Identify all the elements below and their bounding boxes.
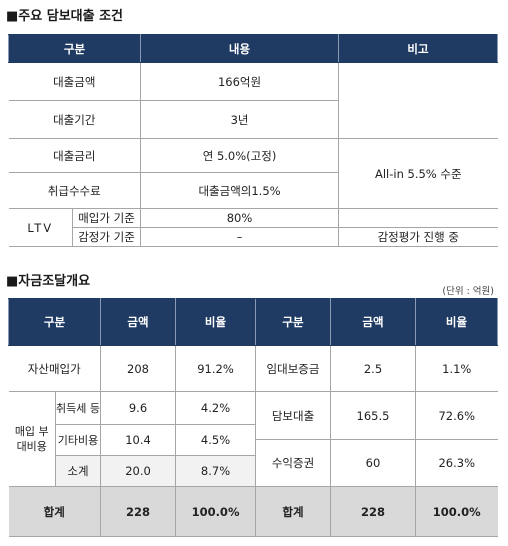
content-cell: 166억원 xyxy=(140,62,340,101)
header-cell: 비율 xyxy=(415,298,498,346)
row: 감정가 기준 – 감정평가 진행 중 xyxy=(9,227,498,247)
header-row: 구분 금액 비율 xyxy=(255,298,498,346)
row: 기타비용 10.4 4.5% xyxy=(9,424,257,456)
label-cell: 담보대출 xyxy=(255,391,331,440)
label-cell: 수익증권 xyxy=(255,439,331,487)
row: 담보대출 165.5 72.6% xyxy=(255,391,498,440)
amount-cell: 20.0 xyxy=(100,455,177,487)
ratio-cell: 91.2% xyxy=(175,345,257,392)
note-cell: All-in 5.5% 수준 xyxy=(338,138,498,209)
label-cell: 취득세 등 xyxy=(54,391,102,425)
header-cell: 금액 xyxy=(330,298,416,346)
content-cell: 연 5.0%(고정) xyxy=(140,138,340,173)
unit-note: (단위 : 억원) xyxy=(442,286,494,297)
note-cell: 감정평가 진행 중 xyxy=(338,227,498,247)
header-row: 구분 내용 비고 xyxy=(7,34,499,63)
group-label: 매입 부대비용 xyxy=(8,391,56,487)
content-cell: 대출금액의1.5% xyxy=(140,172,339,209)
section-title: ■자금조달개요 xyxy=(6,274,91,289)
row: 대출금액 166억원 xyxy=(8,62,498,139)
total-row: 합계 228 100.0% xyxy=(8,486,257,537)
row: 수익증권 60 26.3% xyxy=(255,439,498,487)
header-cell: 구분 xyxy=(255,298,331,346)
content-cell: 80% xyxy=(140,208,340,228)
amount-cell: 60 xyxy=(330,439,416,487)
label-cell: 임대보증금 xyxy=(255,345,331,392)
amount-cell: 10.4 xyxy=(100,424,177,456)
row: LTV 매입가 기준 80% xyxy=(8,208,498,247)
label-cell: LTV xyxy=(8,208,73,247)
content-cell: 3년 xyxy=(140,100,339,139)
amount-cell: 2.5 xyxy=(330,345,416,392)
ratio-cell: 8.7% xyxy=(175,455,257,487)
ratio-cell: 1.1% xyxy=(415,345,498,392)
amount-cell: 228 xyxy=(330,486,416,537)
ratio-cell: 26.3% xyxy=(415,439,498,487)
label-cell: 대출금액 xyxy=(8,62,142,101)
row: 대출기간 3년 xyxy=(8,100,498,139)
amount-cell: 9.6 xyxy=(100,391,177,425)
sources-table: 구분 금액 비율 임대보증금 2.5 1.1% 담보대출 165.5 72.6% 수익증권 6… xyxy=(255,298,498,537)
basis-cell: 감정가 기준 xyxy=(72,227,142,247)
note-cell xyxy=(338,62,498,139)
header-cell: 구분 xyxy=(7,34,142,63)
label-cell: 소계 xyxy=(55,455,102,487)
header-cell: 비고 xyxy=(338,34,499,63)
amount-cell: 208 xyxy=(100,345,177,392)
loan-terms-table: 구분 내용 비고 대출금액 166억원 대출기간 3년 대출금리 연 5.0%(고정) Al… xyxy=(7,34,499,247)
header-cell: 구분 xyxy=(7,298,102,346)
total-row: 합계 228 100.0% xyxy=(255,486,498,537)
content-cell: – xyxy=(140,227,340,247)
ratio-cell: 100.0% xyxy=(175,486,257,537)
header-cell: 금액 xyxy=(100,298,177,346)
amount-cell: 228 xyxy=(100,486,177,537)
label-cell: 기타비용 xyxy=(55,424,102,456)
label-cell: 합계 xyxy=(255,486,331,537)
header-cell: 비율 xyxy=(175,298,257,346)
header-cell: 내용 xyxy=(140,34,340,63)
ratio-cell: 100.0% xyxy=(415,486,498,537)
label-cell: 취급수수료 xyxy=(8,172,142,209)
section-title: ■주요 담보대출 조건 xyxy=(6,9,124,24)
label-cell: 대출기간 xyxy=(8,100,142,139)
amount-cell: 165.5 xyxy=(330,391,416,440)
ratio-cell: 4.2% xyxy=(175,391,257,425)
uses-table: 구분 금액 비율 자산매입가 208 91.2% 매입 부대비용 취득세 등 9.6 4.2%… xyxy=(7,298,257,537)
row: 자산매입가 208 91.2% xyxy=(8,345,257,392)
basis-cell: 매입가 기준 xyxy=(71,208,142,228)
header-row: 구분 금액 비율 xyxy=(7,298,257,346)
ratio-cell: 4.5% xyxy=(175,424,257,456)
row: 매입 부대비용 취득세 등 9.6 4.2% xyxy=(8,391,257,487)
label-cell: 합계 xyxy=(8,486,102,537)
row: 대출금리 연 5.0%(고정) All-in 5.5% 수준 xyxy=(8,138,498,209)
label-cell: 자산매입가 xyxy=(8,345,102,392)
ratio-cell: 72.6% xyxy=(415,391,498,440)
label-cell: 대출금리 xyxy=(8,138,142,173)
note-cell xyxy=(338,208,498,228)
row: 임대보증금 2.5 1.1% xyxy=(255,345,498,392)
